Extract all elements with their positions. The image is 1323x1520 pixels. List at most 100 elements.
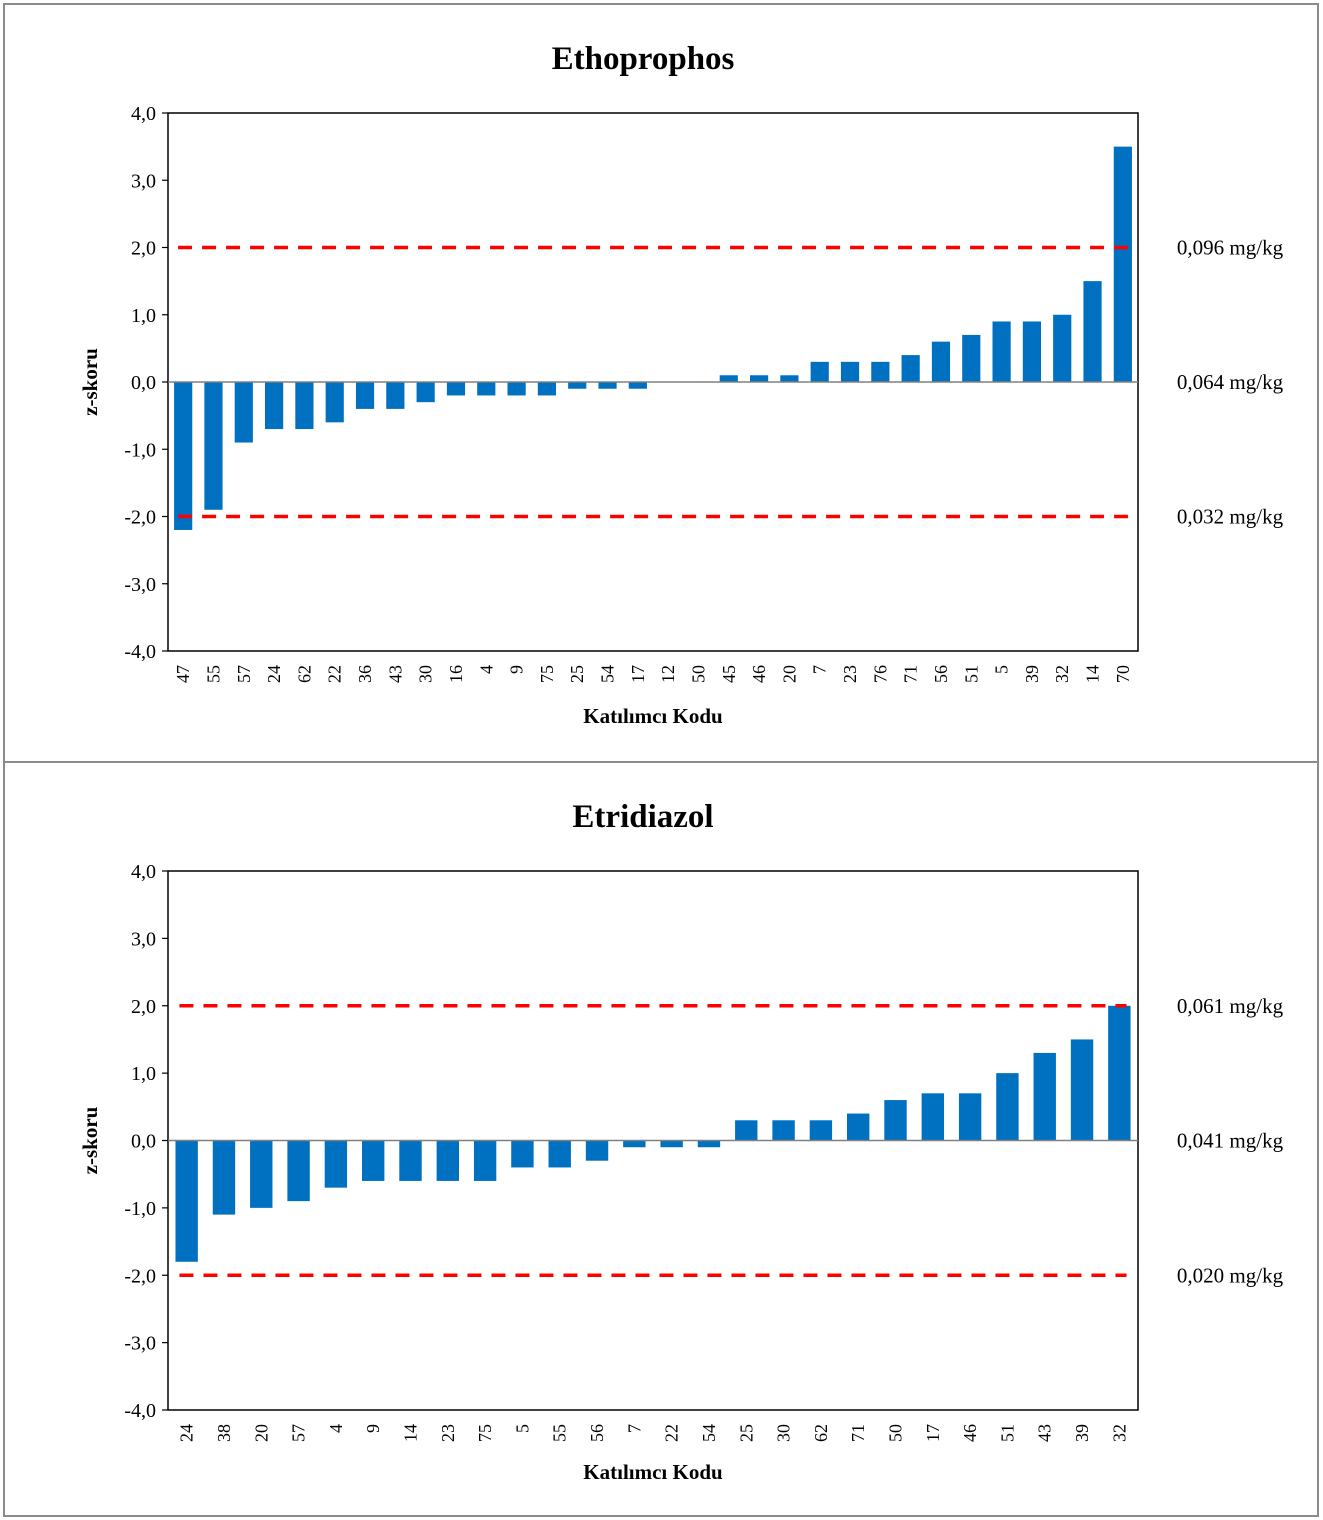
bar-22 (660, 1140, 683, 1148)
x-tick-label: 50 (688, 665, 708, 683)
bar-46 (750, 375, 769, 382)
x-tick-label: 47 (173, 665, 193, 683)
bar-32 (1053, 314, 1072, 382)
x-tick-label: 17 (923, 1424, 943, 1442)
reference-concentration-label: 0,061 mg/kg (1177, 994, 1284, 1018)
x-tick-label: 54 (699, 1424, 719, 1442)
bar-47 (174, 382, 193, 530)
x-tick-label: 5 (992, 665, 1012, 674)
x-tick-label: 20 (251, 1424, 271, 1442)
x-axis-label: Katılımcı Kodu (583, 1460, 723, 1484)
x-tick-label: 45 (719, 665, 739, 683)
reference-concentration-label: 0,020 mg/kg (1177, 1263, 1284, 1287)
x-tick-label: 16 (446, 665, 466, 683)
bar-46 (958, 1093, 982, 1141)
bar-7 (810, 361, 829, 382)
chart-title: Ethoprophos (552, 41, 735, 77)
x-tick-label: 75 (537, 665, 557, 683)
x-tick-label: 51 (961, 665, 981, 683)
x-tick-label: 38 (214, 1424, 234, 1442)
y-tick-label: -4,0 (124, 1400, 156, 1422)
x-tick-label: 56 (931, 665, 951, 683)
reference-concentration-label: 0,041 mg/kg (1177, 1129, 1284, 1153)
x-tick-label: 62 (294, 665, 314, 683)
bar-5 (511, 1140, 534, 1168)
x-tick-label: 30 (774, 1424, 794, 1442)
bar-14 (1083, 281, 1102, 382)
x-tick-label: 36 (355, 665, 375, 683)
x-tick-label: 71 (848, 1424, 868, 1442)
y-tick-label: -1,0 (124, 439, 156, 461)
y-tick-label: 0,0 (131, 1131, 156, 1153)
chart-panel-ethoprophos: Ethoprophos 4,0 3,0 2,0 1,0 0,0 -1,0 -2,0 -3,0 -4… (3, 3, 1319, 763)
x-tick-label: 76 (870, 665, 890, 683)
bar-9 (507, 382, 526, 396)
chart-title: Etridiazol (572, 799, 713, 835)
bar-51 (962, 334, 981, 382)
y-tick-label: -1,0 (124, 1198, 156, 1220)
y-tick-label: 2,0 (131, 996, 156, 1018)
bar-23 (436, 1140, 459, 1181)
bar-7 (623, 1140, 646, 1148)
x-tick-label: 9 (363, 1424, 383, 1433)
x-tick-label: 25 (736, 1424, 756, 1442)
bar-9 (362, 1140, 385, 1181)
bar-39 (1070, 1039, 1094, 1141)
y-tick-label: -2,0 (124, 1265, 156, 1287)
y-tick-label: 3,0 (131, 170, 156, 192)
x-tick-label: 23 (438, 1424, 458, 1442)
x-tick-label: 24 (264, 665, 284, 683)
x-tick-label: 32 (1052, 665, 1072, 683)
x-tick-label: 30 (416, 665, 436, 683)
y-tick-label: -3,0 (124, 1333, 156, 1355)
bar-4 (477, 382, 496, 396)
y-tick-label: -2,0 (124, 507, 156, 529)
chart-panel-etridiazol: Etridiazol 4,0 3,0 2,0 1,0 0,0 -1,0 -2,0 -3,0 -4,… (3, 761, 1319, 1517)
bar-30 (772, 1120, 795, 1141)
x-tick-label: 75 (475, 1424, 495, 1442)
x-tick-label: 56 (587, 1424, 607, 1442)
x-tick-label: 7 (624, 1424, 644, 1433)
bar-56 (931, 341, 951, 382)
x-tick-label: 7 (810, 665, 830, 674)
bar-76 (871, 361, 890, 382)
chart-etridiazol: Etridiazol 4,0 3,0 2,0 1,0 0,0 -1,0 -2,0 -3,0 -4,… (78, 799, 1284, 1484)
y-tick-label: 0,0 (131, 372, 156, 394)
x-tick-label: 23 (840, 665, 860, 683)
bar-30 (416, 382, 435, 403)
x-tick-label: 12 (658, 665, 678, 683)
x-tick-label: 54 (598, 665, 618, 683)
y-tick-label: 1,0 (131, 305, 156, 327)
bar-32 (1108, 1005, 1131, 1141)
x-tick-label: 4 (326, 1424, 346, 1433)
bar-38 (212, 1140, 236, 1215)
bar-54 (697, 1140, 721, 1148)
bar-45 (719, 375, 738, 382)
bar-62 (295, 382, 314, 430)
bar-14 (399, 1140, 422, 1181)
x-tick-label: 57 (234, 665, 254, 683)
x-tick-label: 4 (476, 665, 496, 674)
bar-75 (537, 382, 556, 396)
bar-24 (265, 382, 284, 430)
x-tick-label: 17 (628, 665, 648, 683)
bar-24 (175, 1140, 198, 1262)
y-tick-label: 3,0 (131, 928, 156, 950)
x-tick-label: 55 (203, 665, 223, 683)
x-tick-label: 55 (550, 1424, 570, 1442)
bar-4 (324, 1140, 348, 1188)
y-tick-label: 4,0 (131, 103, 156, 125)
bar-22 (325, 382, 344, 423)
x-tick-label: 9 (507, 665, 527, 674)
bar-54 (598, 382, 617, 389)
bar-36 (355, 382, 375, 409)
bar-20 (250, 1140, 273, 1208)
bar-17 (628, 382, 647, 389)
y-tick-label: 1,0 (131, 1063, 156, 1085)
reference-concentration-label: 0,064 mg/kg (1177, 370, 1284, 394)
y-tick-label: -4,0 (124, 641, 156, 663)
y-tick-label: 2,0 (131, 238, 156, 260)
reference-concentration-label: 0,096 mg/kg (1177, 236, 1284, 260)
x-tick-label: 22 (325, 665, 345, 683)
bar-57 (287, 1140, 310, 1202)
